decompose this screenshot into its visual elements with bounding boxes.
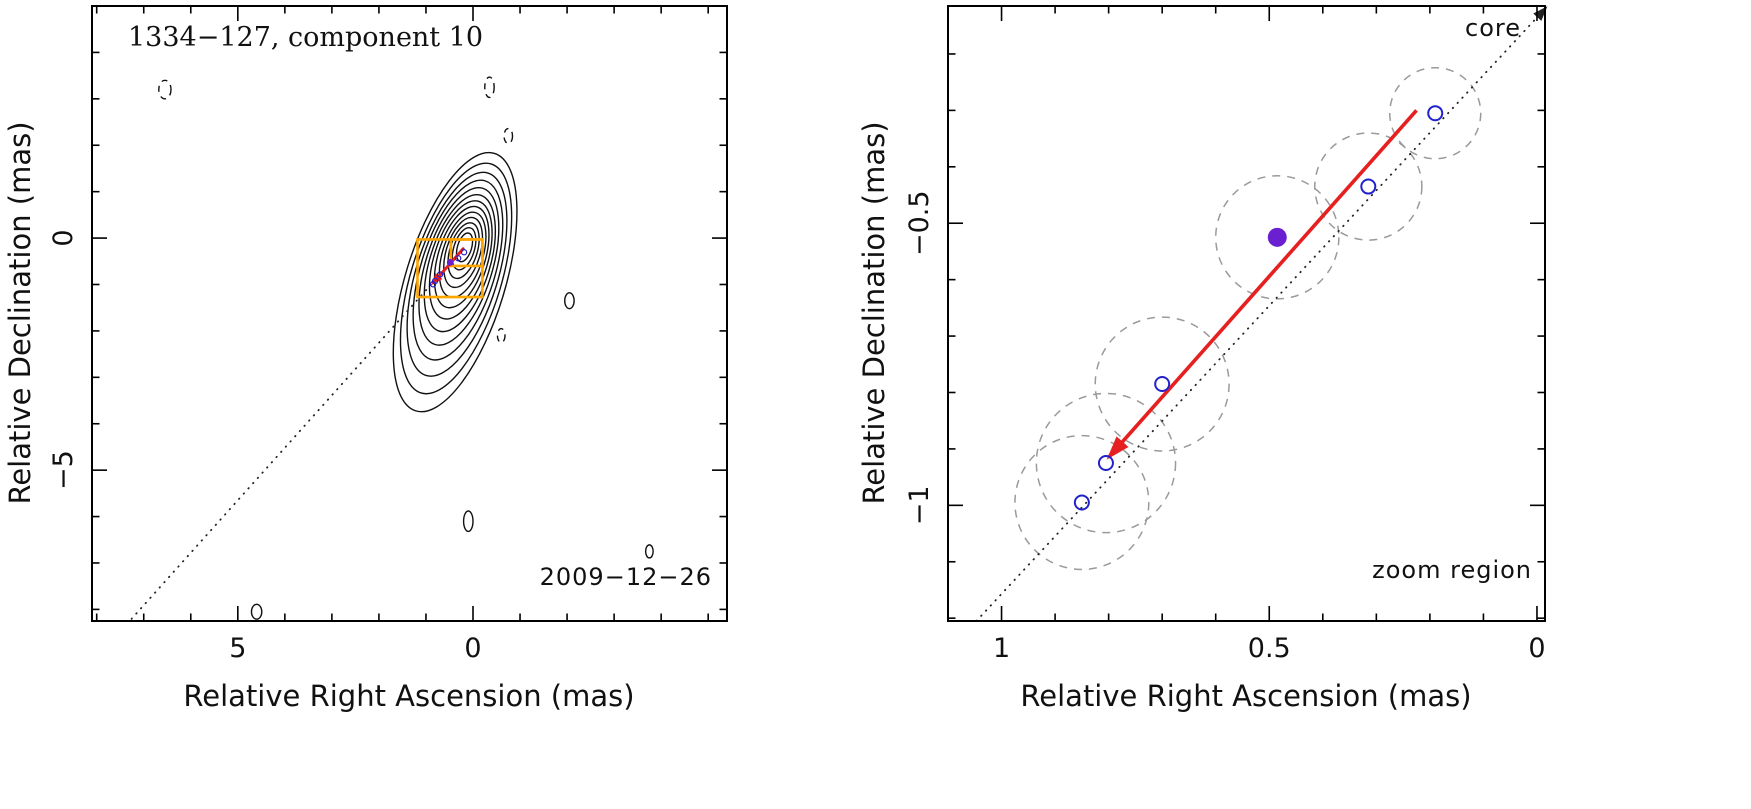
x-tick-label: 0 xyxy=(464,633,481,664)
contour-level xyxy=(423,193,497,333)
right-xaxis-label: Relative Right Ascension (mas) xyxy=(1020,679,1471,713)
uncertainty-circle xyxy=(1014,434,1150,571)
component-point xyxy=(436,271,444,278)
contour-level xyxy=(451,226,477,271)
contour-level xyxy=(399,162,513,395)
component-point xyxy=(1427,105,1444,122)
y-tick-label: −0.5 xyxy=(904,190,935,256)
noise-contour xyxy=(564,292,575,310)
right-zoom-panel: 1 0.5 0 −0.5 −1 core zoom region Relative Ri… xyxy=(857,5,1548,713)
uncertainty-circle xyxy=(1388,66,1482,160)
left-plot-content: 5 0 0 −5 xyxy=(48,5,728,664)
x-tick-label: 5 xyxy=(229,633,246,664)
component-point xyxy=(1097,455,1114,472)
component-point xyxy=(460,249,468,256)
component-point xyxy=(429,281,437,288)
source-title: 1334−127, component 10 xyxy=(128,22,483,53)
noise-contour xyxy=(644,544,654,559)
noise-contour xyxy=(250,603,263,620)
epoch-label: 2009−12−26 xyxy=(540,563,712,591)
noise-contour xyxy=(496,327,506,344)
noise-contour xyxy=(462,510,474,533)
plot-frame xyxy=(91,5,728,622)
component-point xyxy=(1154,376,1171,393)
core-label: core xyxy=(1465,14,1521,42)
noise-contour xyxy=(158,79,172,100)
plot-frame xyxy=(947,5,1546,622)
component-point xyxy=(1073,494,1090,511)
x-tick-label: 0.5 xyxy=(1248,633,1291,664)
contour-level xyxy=(455,232,474,263)
left-xaxis-label: Relative Right Ascension (mas) xyxy=(183,679,634,713)
right-plot-content: 1 0.5 0 −0.5 −1 xyxy=(904,5,1548,664)
contour-level xyxy=(406,171,508,377)
contour-level xyxy=(418,186,500,346)
noise-contour xyxy=(503,127,514,145)
core-direction-line xyxy=(128,247,465,622)
core-direction-line xyxy=(975,6,1548,622)
y-tick-label: −1 xyxy=(904,485,935,525)
component-point-filled xyxy=(1267,227,1287,247)
right-yaxis-label: Relative Declination (mas) xyxy=(857,121,891,504)
noise-contour xyxy=(484,76,495,99)
left-contour-panel: 5 00−5 1334−127, component 10 2009−12−26 … xyxy=(3,5,728,713)
uncertainty-circle xyxy=(1314,132,1423,241)
zoom-box xyxy=(449,238,484,268)
contour-level xyxy=(428,200,493,320)
component-point xyxy=(454,255,462,262)
contour-level xyxy=(433,205,490,309)
uncertainty-circle xyxy=(1035,392,1177,534)
uncertainty-circle xyxy=(1214,175,1340,300)
uncertainty-circle xyxy=(1094,316,1230,452)
contour-level xyxy=(443,216,484,289)
contour-level xyxy=(412,179,504,361)
y-tick-label: −5 xyxy=(48,450,79,490)
zoom-region-label: zoom region xyxy=(1372,556,1532,584)
x-tick-label: 1 xyxy=(993,633,1010,664)
contour-level xyxy=(392,151,518,413)
left-yaxis-label: Relative Declination (mas) xyxy=(3,121,37,504)
motion-arrow xyxy=(1106,109,1418,460)
y-tick-label: 0 xyxy=(48,229,79,246)
x-tick-label: 0 xyxy=(1528,633,1545,664)
component-point xyxy=(1360,178,1377,195)
motion-arrow xyxy=(431,247,465,286)
component-point-filled xyxy=(446,259,454,266)
